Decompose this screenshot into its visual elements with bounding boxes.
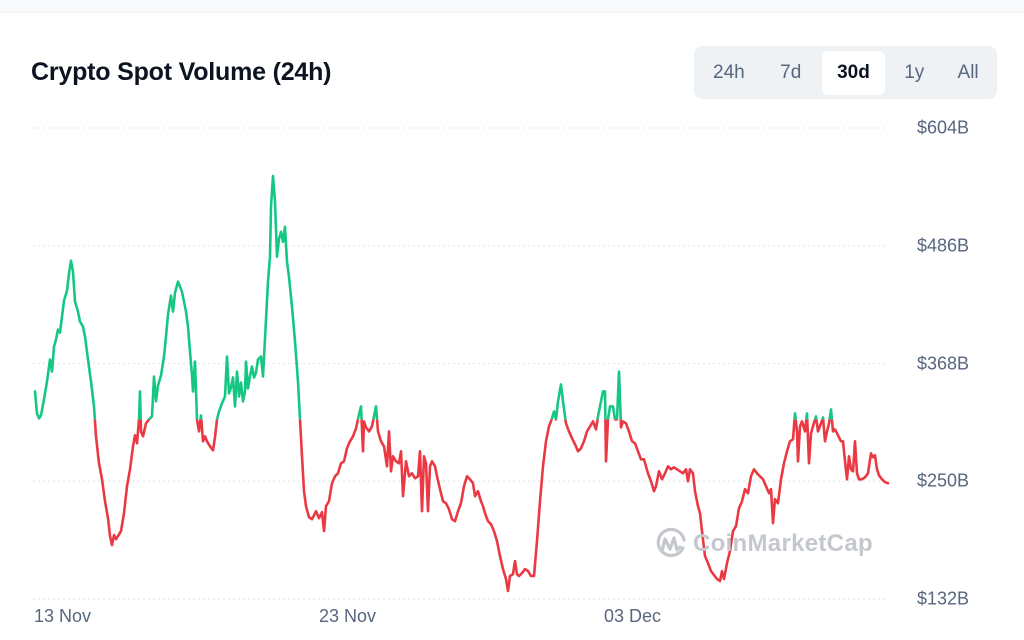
coinmarketcap-watermark: CoinMarketCap xyxy=(653,526,873,562)
watermark-text: CoinMarketCap xyxy=(693,530,873,557)
y-tick-label: $368B xyxy=(917,353,970,373)
y-tick-label: $132B xyxy=(917,588,970,609)
y-tick-label: $486B xyxy=(917,235,970,256)
y-tick-label: $604B xyxy=(917,117,970,138)
tab-1y[interactable]: 1y xyxy=(904,61,925,83)
tab-7d[interactable]: 7d xyxy=(780,61,802,83)
volume-line-below-baseline xyxy=(38,419,890,593)
top-bar xyxy=(0,0,1024,13)
x-tick-label: 23 Nov xyxy=(319,606,377,626)
volume-line-above-baseline xyxy=(33,174,834,420)
grid-lines xyxy=(33,127,886,600)
chart-title: Crypto Spot Volume (24h) xyxy=(31,58,332,86)
x-tick-label: 13 Nov xyxy=(34,606,92,626)
coinmarketcap-logo-icon xyxy=(656,527,686,558)
y-tick-label: $250B xyxy=(917,470,970,491)
tab-24h[interactable]: 24h xyxy=(713,61,745,83)
tab-all[interactable]: All xyxy=(957,61,979,83)
tab-30d[interactable]: 30d xyxy=(821,50,886,95)
time-range-selector: 24h 7d 30d 1y All xyxy=(694,46,997,99)
x-tick-label: 03 Dec xyxy=(604,606,662,626)
